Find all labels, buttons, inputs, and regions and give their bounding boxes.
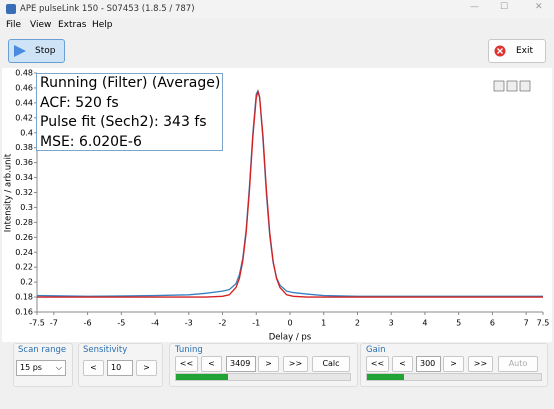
title-bar: APE pulseLink 150 - S07453 (1.8.5 / 787)… bbox=[0, 0, 554, 18]
menu-item[interactable]: Extras bbox=[58, 20, 87, 30]
y-tick-label: 0.48 bbox=[15, 69, 33, 78]
y-tick-label: 0.4 bbox=[20, 128, 33, 137]
window-title: APE pulseLink 150 - S07453 (1.8.5 / 787) bbox=[20, 4, 195, 14]
progress-fill bbox=[367, 374, 404, 380]
x-tick-label: -1 bbox=[252, 319, 260, 328]
x-tick-label: -3 bbox=[185, 319, 193, 328]
x-axis-label: Delay / ps bbox=[269, 333, 312, 343]
menu-item[interactable]: View bbox=[30, 20, 52, 30]
exit-icon bbox=[494, 45, 506, 57]
app-icon bbox=[6, 4, 16, 14]
increase-button[interactable]: > bbox=[136, 360, 157, 376]
x-tick-label: 2 bbox=[355, 319, 360, 328]
x-tick-label: -7 bbox=[50, 319, 58, 328]
x-tick-label: 0 bbox=[287, 319, 292, 328]
data-line bbox=[37, 89, 543, 298]
scan-range-combo[interactable]: 15 ps ⌵ bbox=[16, 360, 66, 376]
y-tick-label: 0.34 bbox=[15, 173, 33, 182]
stop-label: Stop bbox=[35, 46, 56, 56]
y-tick-label: 0.28 bbox=[15, 218, 33, 227]
x-tick-label: -6 bbox=[84, 319, 92, 328]
x-tick-label: -5 bbox=[117, 319, 125, 328]
y-tick-label: 0.26 bbox=[15, 233, 33, 242]
y-tick-label: 0.2 bbox=[20, 278, 33, 287]
group-label: Gain bbox=[366, 345, 386, 355]
menu-bar: File View Extras Help bbox=[0, 18, 554, 32]
y-tick-label: 0.38 bbox=[15, 143, 33, 152]
step-button[interactable]: < bbox=[392, 356, 413, 372]
y-tick-label: 0.46 bbox=[15, 83, 33, 92]
decrease-button[interactable]: < bbox=[83, 360, 104, 376]
y-tick-label: 0.42 bbox=[15, 113, 33, 122]
group-label: Scan range bbox=[18, 345, 67, 355]
calc-button[interactable]: Calc bbox=[312, 356, 350, 372]
stop-button[interactable]: Stop bbox=[8, 39, 65, 63]
y-tick-label: 0.22 bbox=[15, 263, 33, 272]
x-tick-label: 5 bbox=[456, 319, 461, 328]
group-label: Tuning bbox=[175, 345, 203, 355]
info-line: Running (Filter) (Average) bbox=[40, 75, 221, 91]
gain-field[interactable]: 300 bbox=[416, 356, 441, 372]
info-line: MSE: 6.020E-6 bbox=[40, 133, 142, 150]
tuning-progress bbox=[175, 373, 351, 381]
tuning-field[interactable]: 3409 bbox=[226, 356, 256, 372]
y-tick-label: 0.24 bbox=[15, 248, 33, 257]
progress-fill bbox=[176, 374, 229, 380]
y-tick-label: 0.36 bbox=[15, 158, 33, 167]
y-tick-label: 0.44 bbox=[15, 98, 33, 107]
y-tick-label: 0.32 bbox=[15, 188, 33, 197]
info-line: ACF: 520 fs bbox=[40, 94, 119, 111]
exit-label: Exit bbox=[516, 46, 534, 56]
step-button[interactable]: > bbox=[258, 356, 279, 372]
menu-item[interactable]: File bbox=[6, 20, 22, 30]
play-icon bbox=[14, 45, 26, 57]
menu-item[interactable]: Help bbox=[92, 20, 113, 30]
sensitivity-field[interactable]: 10 bbox=[107, 360, 133, 376]
x-tick-label: -4 bbox=[151, 319, 159, 328]
step-button[interactable]: << bbox=[366, 356, 389, 372]
x-tick-label: 1 bbox=[321, 319, 326, 328]
maximize[interactable]: ☐ bbox=[500, 2, 509, 12]
x-tick-label: 7 bbox=[524, 319, 529, 328]
exit-button[interactable]: Exit bbox=[488, 39, 546, 63]
x-tick-label: 7.5 bbox=[537, 319, 550, 328]
x-tick-label: 4 bbox=[422, 319, 427, 328]
step-button[interactable]: < bbox=[201, 356, 222, 372]
y-tick-label: 0.3 bbox=[20, 203, 33, 212]
step-button[interactable]: > bbox=[443, 356, 464, 372]
step-button[interactable]: >> bbox=[283, 356, 308, 372]
step-button[interactable]: >> bbox=[468, 356, 493, 372]
info-box: Running (Filter) (Average) ACF: 520 fs P… bbox=[36, 73, 223, 151]
combo-arrow: ⌵ bbox=[55, 363, 62, 372]
x-tick-label: 3 bbox=[389, 319, 394, 328]
combo-value: 15 ps bbox=[20, 363, 42, 372]
y-axis-label: Intensity / arb.unit bbox=[4, 153, 14, 232]
step-button[interactable]: << bbox=[175, 356, 198, 372]
x-tick-label: 6 bbox=[490, 319, 495, 328]
x-tick-label: -2 bbox=[219, 319, 227, 328]
y-tick-label: 0.16 bbox=[15, 308, 33, 317]
auto-button[interactable]: Auto bbox=[498, 356, 538, 372]
y-tick-label: 0.18 bbox=[15, 293, 33, 302]
plot-tools[interactable] bbox=[493, 80, 531, 92]
x-tick-label: -7.5 bbox=[29, 319, 45, 328]
info-line: Pulse fit (Sech2): 343 fs bbox=[40, 114, 207, 130]
gain-progress bbox=[366, 373, 542, 381]
close[interactable]: ✕ bbox=[535, 2, 543, 12]
group-label: Sensitivity bbox=[83, 345, 128, 355]
minimize[interactable]: — bbox=[470, 2, 479, 12]
